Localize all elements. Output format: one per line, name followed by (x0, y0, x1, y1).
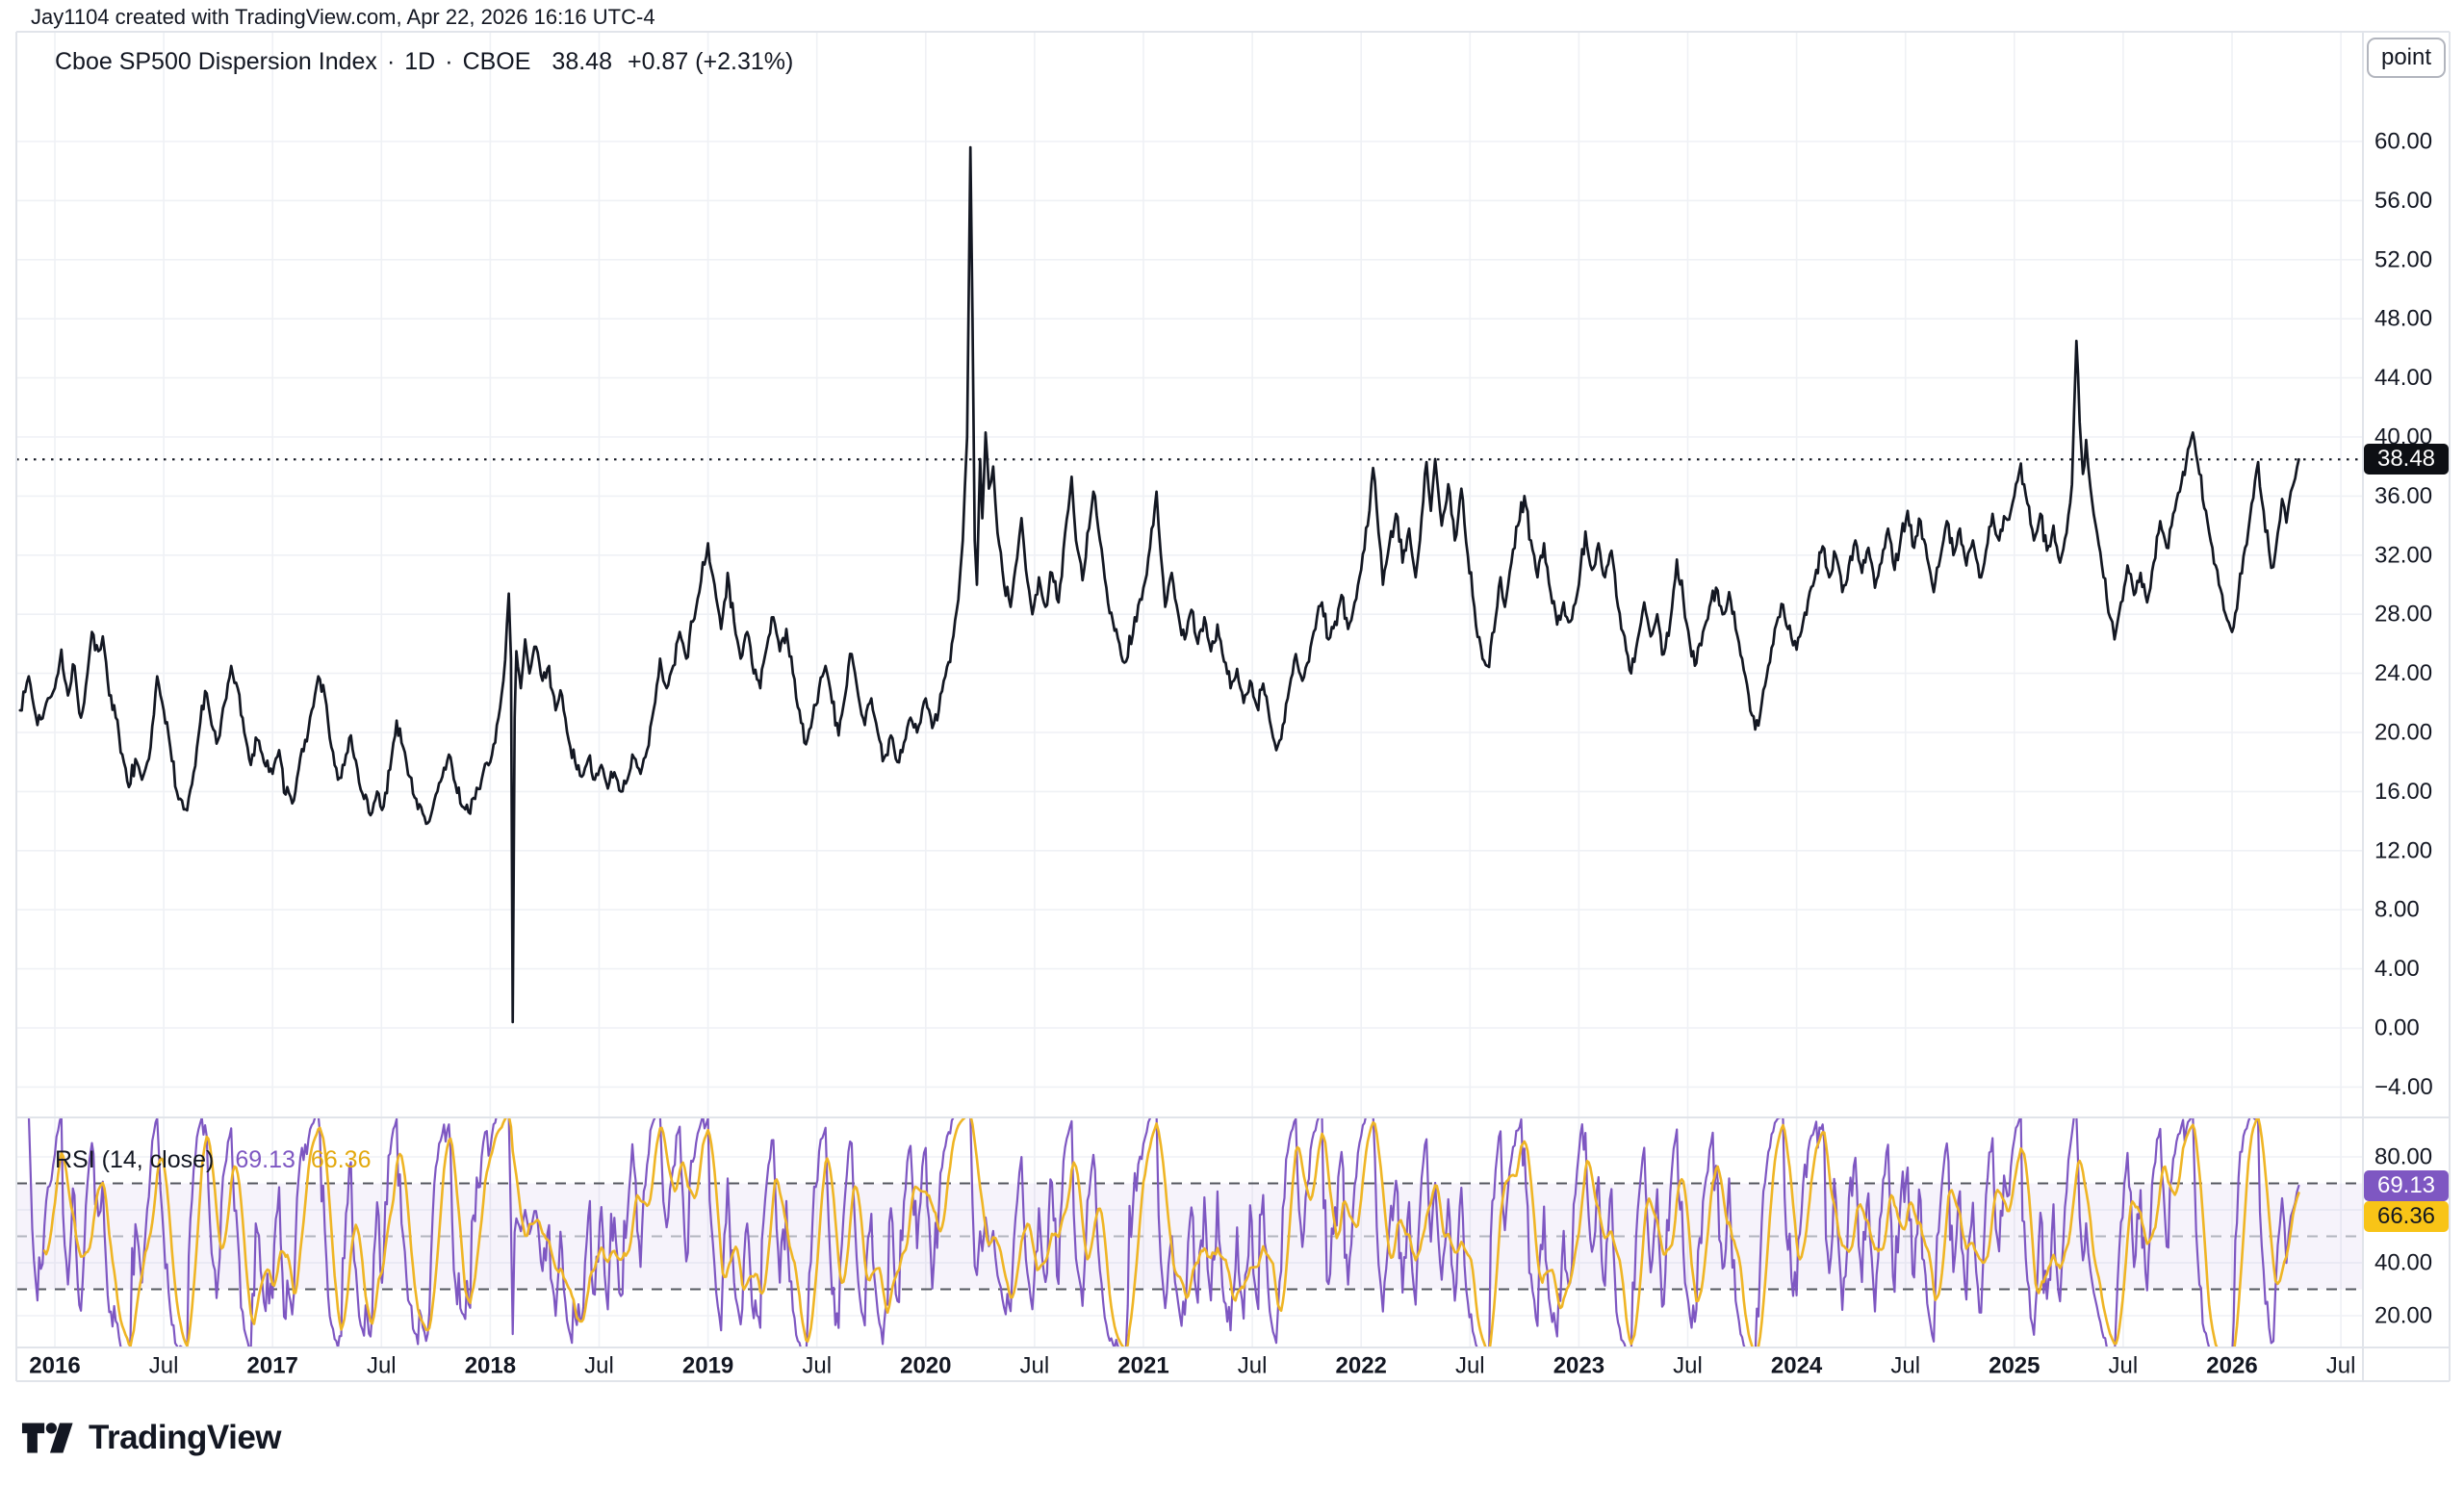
time-tick-label: 2021 (1117, 1353, 1168, 1379)
time-tick-label: 2024 (1771, 1353, 1823, 1379)
rsi-tick-label: 80.00 (2374, 1144, 2432, 1170)
tradingview-logo-text: TradingView (89, 1419, 282, 1456)
time-tick-label: Jul (1890, 1353, 1920, 1379)
rsi-legend-value: 69.13 (235, 1146, 295, 1173)
chart-frame (15, 31, 2451, 1382)
price-tick-label: 4.00 (2374, 956, 2420, 982)
price-tick-label: 16.00 (2374, 779, 2432, 805)
tradingview-logo[interactable]: TradingView (21, 1419, 282, 1457)
rsi-tick-label: 40.00 (2374, 1250, 2432, 1276)
time-tick-label: 2026 (2206, 1353, 2257, 1379)
legend-interval[interactable]: 1D (404, 48, 436, 75)
time-tick-label: Jul (367, 1353, 397, 1379)
time-tick-label: Jul (1673, 1353, 1703, 1379)
price-line (18, 145, 2300, 1024)
time-tick-label: Jul (1020, 1353, 1050, 1379)
time-tick-label: 2023 (1553, 1353, 1604, 1379)
grid-lines (16, 33, 2363, 1347)
time-tick-label: 2020 (900, 1353, 951, 1379)
price-tick-label: 12.00 (2374, 837, 2432, 863)
time-tick-label: 2016 (29, 1353, 80, 1379)
price-tick-label: 20.00 (2374, 720, 2432, 746)
time-tick-label: 2017 (247, 1353, 298, 1379)
price-tick-label: 24.00 (2374, 660, 2432, 686)
legend-separator: · (386, 48, 396, 75)
price-tick-label: 28.00 (2374, 602, 2432, 628)
rsi-line (27, 1118, 2300, 1347)
time-tick-label: Jul (149, 1353, 179, 1379)
price-scale[interactable]: 60.00 56.00 52.00 48.00 44.00 40.00 36.00 32.00… (2374, 129, 2433, 1329)
price-tick-label: 44.00 (2374, 365, 2432, 391)
time-tick-label: Jul (1238, 1353, 1268, 1379)
time-tick-label: Jul (802, 1353, 832, 1379)
price-tick-label: −4.00 (2374, 1074, 2433, 1100)
time-tick-label: Jul (2326, 1353, 2356, 1379)
main-pane[interactable] (16, 145, 2363, 1024)
rsi-tick-label: 20.00 (2374, 1303, 2432, 1329)
main-series-legend[interactable]: Cboe SP500 Dispersion Index · 1D · CBOE … (55, 48, 793, 76)
time-tick-label: 2022 (1336, 1353, 1387, 1379)
last-price-badge: 38.48 (2364, 444, 2449, 475)
time-tick-label: Jul (584, 1353, 614, 1379)
time-tick-label: 2018 (465, 1353, 516, 1379)
price-tick-label: 36.00 (2374, 483, 2432, 509)
price-unit-button[interactable]: point (2367, 38, 2446, 78)
price-tick-label: 32.00 (2374, 542, 2432, 568)
rsi-value-badge: 69.13 (2364, 1169, 2449, 1201)
rsi-pane[interactable] (16, 1115, 2363, 1358)
price-tick-label: 56.00 (2374, 188, 2432, 214)
rsi-ma-line (42, 1118, 2300, 1347)
legend-change-value: +0.87 (+2.31%) (627, 48, 794, 75)
rsi-ma-value-badge: 66.36 (2364, 1200, 2449, 1232)
legend-separator: · (445, 48, 453, 75)
rsi-legend-title: RSI (14, close) (55, 1146, 215, 1173)
time-tick-label: Jul (2109, 1353, 2139, 1379)
time-scale[interactable]: 2016 Jul 2017 Jul 2018 Jul 2019 Jul 2020 Jul 2021 J… (29, 1353, 2355, 1379)
legend-last-value: 38.48 (552, 48, 612, 75)
legend-symbol-title: Cboe SP500 Dispersion Index (55, 48, 377, 75)
attribution-text: Jay1104 created with TradingView.com, Ap… (31, 5, 655, 29)
time-tick-label: 2025 (1989, 1353, 2040, 1379)
time-tick-label: Jul (1455, 1353, 1485, 1379)
price-tick-label: 60.00 (2374, 129, 2432, 155)
time-tick-label: 2019 (682, 1353, 733, 1379)
price-tick-label: 8.00 (2374, 897, 2420, 923)
rsi-indicator-legend[interactable]: RSI (14, close) 69.13 66.36 (55, 1146, 371, 1174)
legend-exchange: CBOE (462, 48, 531, 75)
price-tick-label: 52.00 (2374, 246, 2432, 272)
price-tick-label: 0.00 (2374, 1015, 2420, 1041)
rsi-ma-legend-value: 66.36 (310, 1146, 372, 1173)
price-tick-label: 48.00 (2374, 306, 2432, 332)
tradingview-logo-icon (21, 1423, 73, 1453)
